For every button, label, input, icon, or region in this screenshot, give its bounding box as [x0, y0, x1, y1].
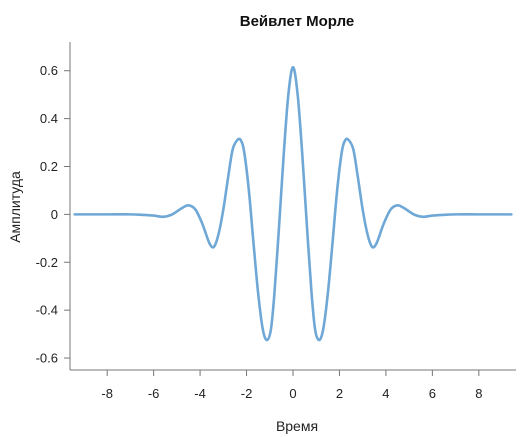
y-tick-label: 0.6 [40, 63, 58, 78]
y-tick-label: -0.6 [36, 351, 58, 366]
y-tick-label: -0.2 [36, 255, 58, 270]
x-tick-label: 2 [336, 386, 343, 401]
y-tick-label: -0.4 [36, 303, 58, 318]
y-ticks: 0.6 0.4 0.2 0 -0.2 -0.4 -0.6 [36, 63, 70, 366]
x-axis-title: Время [276, 418, 318, 434]
chart-title: Вейвлет Морле [240, 13, 355, 30]
y-axis-title: Амплитуда [7, 171, 23, 243]
x-tick-label: 8 [475, 386, 482, 401]
x-tick-label: -8 [101, 386, 113, 401]
x-tick-label: 0 [289, 386, 296, 401]
series-line [73, 65, 513, 342]
y-tick-label: 0.4 [40, 111, 58, 126]
x-tick-label: -4 [194, 386, 206, 401]
x-ticks: -8 -6 -4 -2 0 2 4 6 8 [101, 370, 482, 401]
y-tick-label: 0 [51, 207, 58, 222]
x-tick-label: -6 [148, 386, 160, 401]
x-tick-label: 6 [429, 386, 436, 401]
plot-series [73, 65, 513, 342]
y-tick-label: 0.2 [40, 159, 58, 174]
x-tick-label: 4 [382, 386, 389, 401]
axes [69, 42, 516, 371]
x-tick-label: -2 [241, 386, 253, 401]
